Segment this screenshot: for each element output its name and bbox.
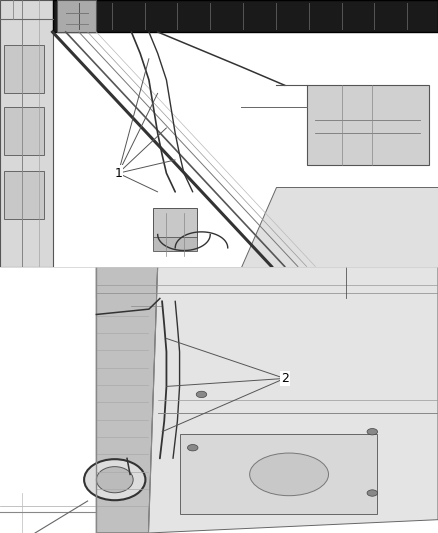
Circle shape xyxy=(187,445,198,451)
Polygon shape xyxy=(96,266,158,533)
Ellipse shape xyxy=(84,459,145,500)
FancyBboxPatch shape xyxy=(4,107,44,155)
Bar xyxy=(153,237,197,251)
Bar xyxy=(96,266,438,298)
Ellipse shape xyxy=(399,273,416,292)
FancyBboxPatch shape xyxy=(4,45,44,93)
Text: 2: 2 xyxy=(281,372,289,385)
Circle shape xyxy=(367,429,378,435)
Ellipse shape xyxy=(346,273,364,292)
Polygon shape xyxy=(0,0,53,266)
FancyBboxPatch shape xyxy=(4,171,44,219)
Circle shape xyxy=(196,391,207,398)
Polygon shape xyxy=(148,266,438,533)
Circle shape xyxy=(367,490,378,496)
FancyBboxPatch shape xyxy=(307,85,429,165)
Polygon shape xyxy=(241,187,438,266)
Ellipse shape xyxy=(96,467,133,492)
Ellipse shape xyxy=(204,301,217,312)
Bar xyxy=(342,266,438,298)
Ellipse shape xyxy=(250,453,328,496)
Ellipse shape xyxy=(372,273,390,292)
Polygon shape xyxy=(57,0,96,32)
Bar xyxy=(118,298,250,314)
Text: 1: 1 xyxy=(114,167,122,180)
Polygon shape xyxy=(96,266,438,520)
Bar xyxy=(180,434,377,514)
Bar xyxy=(53,0,438,32)
Bar xyxy=(153,208,197,240)
